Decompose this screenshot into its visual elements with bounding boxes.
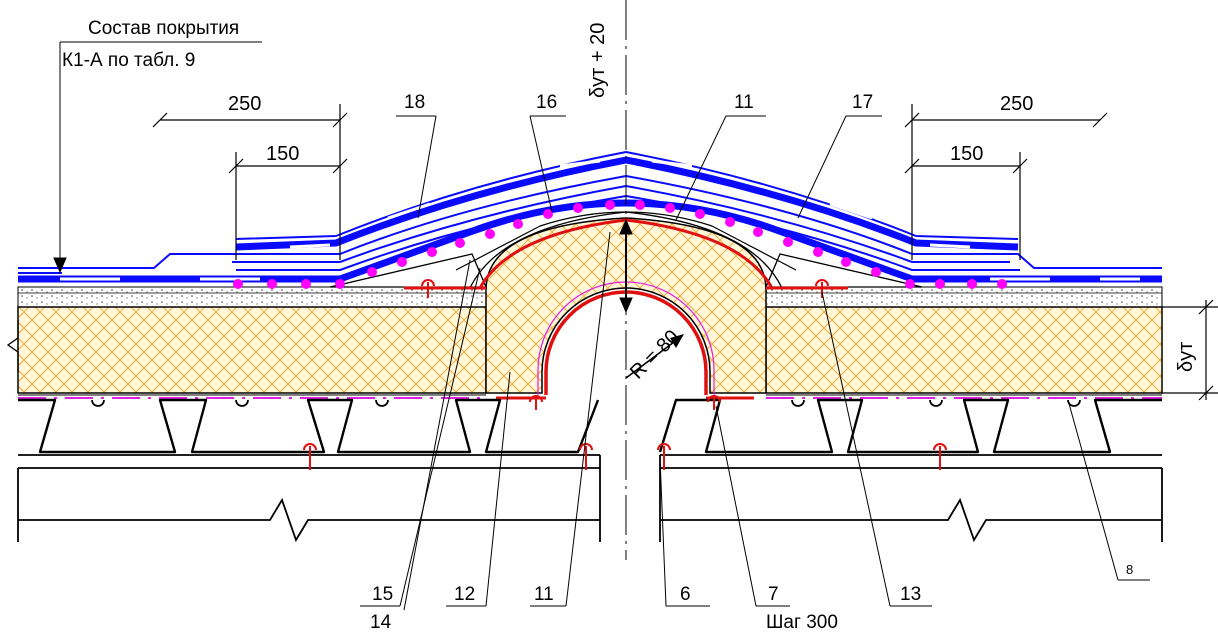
callout-leaders — [360, 115, 1150, 611]
step-label: Шаг 300 — [766, 612, 838, 633]
beams — [17, 454, 1163, 543]
insulation-layer — [17, 217, 1163, 394]
dim-right-250: 250 — [1000, 93, 1033, 115]
screed-layer — [17, 286, 1163, 308]
dim-right-150: 150 — [950, 143, 983, 165]
dim-delta-right — [1162, 299, 1218, 401]
callout-16: 16 — [536, 92, 557, 113]
fasteners — [303, 279, 947, 470]
adhesive-dots — [233, 200, 1007, 289]
callout-7: 7 — [768, 584, 779, 605]
callout-13: 13 — [900, 584, 921, 605]
callout-8: 8 — [1126, 562, 1133, 577]
dim-delta-top-label: δут + 20 — [587, 23, 609, 98]
dim-left-150: 150 — [266, 143, 299, 165]
callout-11-top: 11 — [734, 92, 754, 113]
dim-right — [904, 104, 1108, 260]
dim-left-250: 250 — [228, 93, 261, 115]
composition-line2: К1-А по табл. 9 — [62, 50, 195, 71]
dim-radius-label: R = 80 — [626, 326, 684, 384]
callout-14: 14 — [370, 612, 392, 633]
dim-delta-plus20 — [619, 218, 633, 314]
break-mark — [6, 320, 19, 372]
dim-left — [152, 104, 348, 260]
dim-delta-right-label: δут — [1175, 342, 1197, 372]
composition-leader — [53, 41, 262, 274]
callout-6: 6 — [680, 584, 691, 605]
callout-15: 15 — [372, 584, 393, 605]
callout-12: 12 — [454, 584, 475, 605]
vapor-barrier — [18, 394, 1162, 399]
profiled-deck — [18, 398, 1162, 454]
callout-17: 17 — [852, 92, 873, 113]
dim-radius — [625, 334, 684, 379]
composition-line1: Состав покрытия — [88, 18, 239, 39]
callout-18: 18 — [404, 92, 425, 113]
callout-11-bottom: 11 — [534, 584, 554, 605]
